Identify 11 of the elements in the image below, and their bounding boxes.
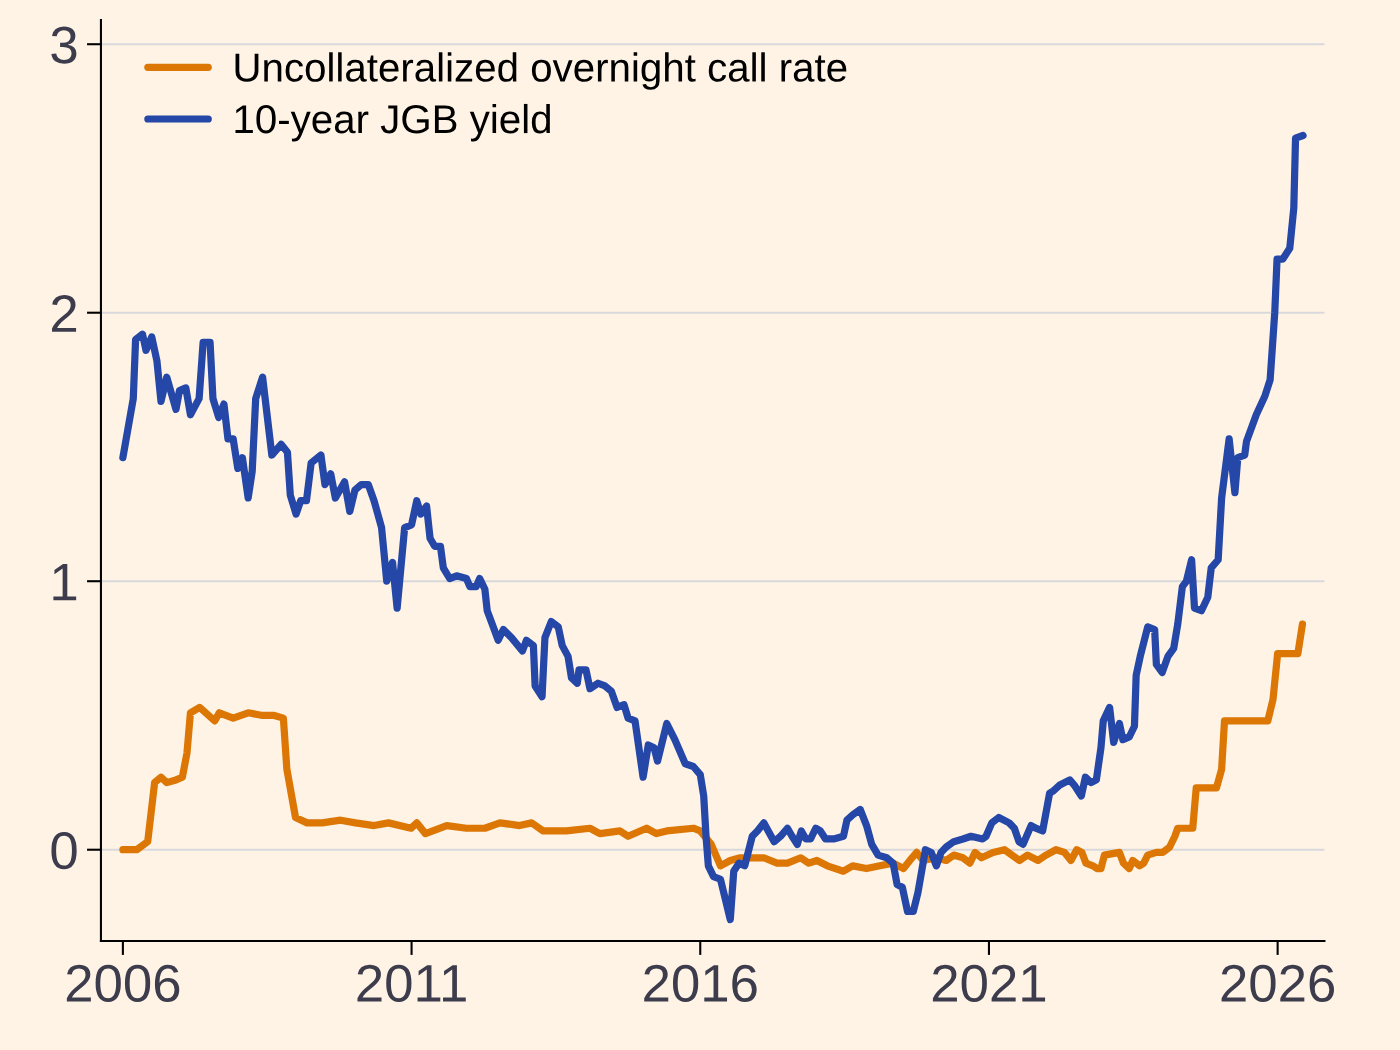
legend-label: Uncollateralized overnight call rate xyxy=(235,52,847,90)
y-tick-label: 1 xyxy=(53,564,77,601)
x-tick-label: 2026 xyxy=(1221,964,1335,1002)
legend-label: 10-year JGB yield xyxy=(235,103,550,142)
x-tick-label: 2006 xyxy=(66,964,180,1002)
x-tick-label: 2011 xyxy=(357,964,466,1002)
x-tick-label: 2016 xyxy=(644,964,757,1002)
y-tick-label: 0 xyxy=(51,831,77,870)
x-tick-label: 2021 xyxy=(932,964,1046,1002)
y-tick-label: 2 xyxy=(52,294,77,332)
y-tick-label: 3 xyxy=(51,26,77,64)
